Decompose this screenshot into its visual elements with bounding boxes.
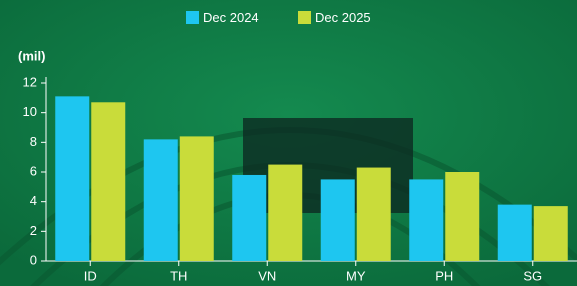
y-axis-label: (mil) [18, 48, 45, 63]
x-tick-label: VN [258, 268, 276, 283]
legend-swatch [298, 11, 311, 24]
legend-swatch [186, 11, 199, 24]
x-tick-label: PH [435, 268, 453, 283]
legend-label: Dec 2025 [315, 10, 371, 25]
bar [445, 172, 479, 261]
bar [357, 168, 391, 261]
y-tick-label: 0 [30, 252, 37, 267]
bar [321, 179, 355, 261]
chart: (mil) Dec 2024 Dec 2025 0 2 4 6 8 10 12 ID TH VN MY P… [0, 0, 577, 286]
bar [498, 205, 532, 261]
x-tick-label: ID [84, 268, 97, 283]
bar [534, 206, 568, 261]
y-tick-label: 8 [30, 134, 37, 149]
y-tick-label: 6 [30, 163, 37, 178]
bar [232, 175, 266, 261]
bar [409, 179, 443, 261]
legend-label: Dec 2024 [203, 10, 259, 25]
x-tick-label: TH [170, 268, 187, 283]
y-tick-label: 4 [30, 193, 37, 208]
x-tick-label: SG [523, 268, 542, 283]
y-tick-label: 10 [23, 104, 37, 119]
y-tick-label: 2 [30, 223, 37, 238]
y-tick-label: 12 [23, 74, 37, 89]
bar [180, 136, 214, 261]
bar [268, 165, 302, 261]
bar [144, 139, 178, 261]
bar [91, 102, 125, 261]
x-tick-label: MY [346, 268, 366, 283]
bar [55, 96, 89, 261]
